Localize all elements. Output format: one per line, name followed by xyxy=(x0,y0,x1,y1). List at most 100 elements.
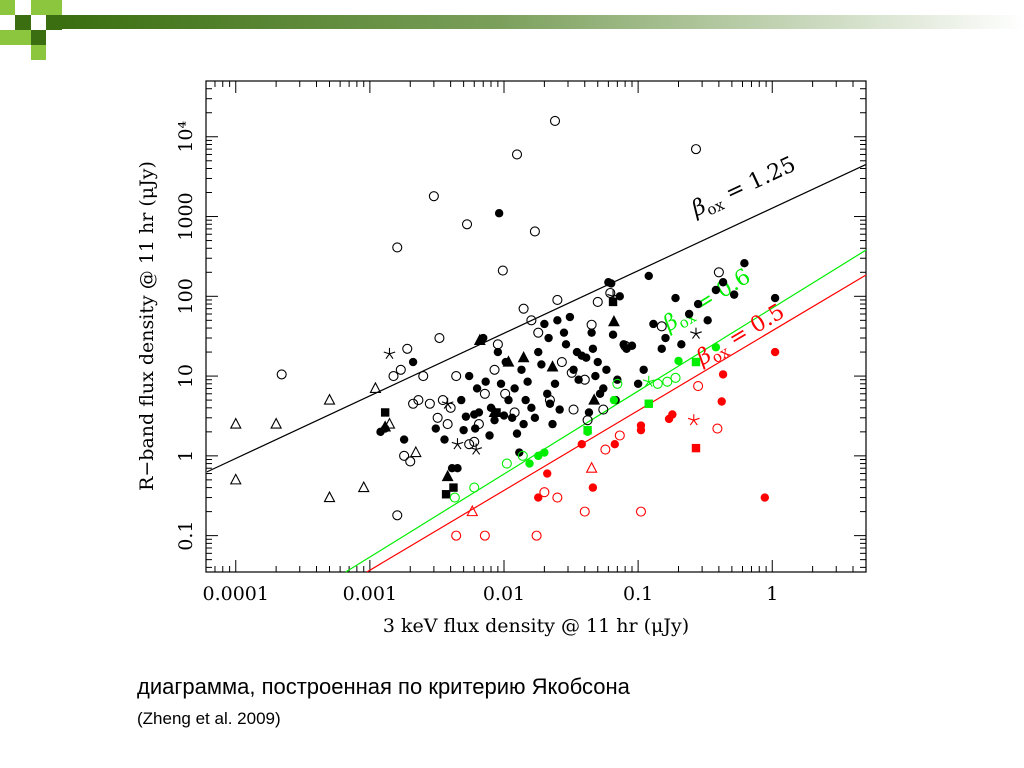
x-tick-label: 0.01 xyxy=(483,583,525,605)
data-point xyxy=(507,413,517,422)
data-point xyxy=(711,285,721,295)
y-tick-label: 0.1 xyxy=(175,521,197,551)
data-point xyxy=(461,219,473,230)
data-point xyxy=(657,344,666,353)
data-point xyxy=(383,347,396,360)
data-point xyxy=(540,448,549,457)
data-point xyxy=(598,404,609,415)
data-point xyxy=(383,417,396,429)
y-tick-label: 100 xyxy=(175,278,197,314)
data-point xyxy=(323,393,336,405)
data-point xyxy=(494,209,504,218)
data-point xyxy=(607,290,619,302)
data-point xyxy=(644,399,653,408)
data-point xyxy=(510,384,519,393)
data-point xyxy=(479,388,490,399)
data-point xyxy=(633,379,643,389)
x-tick-labels: 0.0001 0.001 0.01 0.1 1 xyxy=(203,583,779,605)
data-point xyxy=(432,412,443,423)
data-point xyxy=(523,377,532,386)
data-point xyxy=(550,379,560,389)
data-point xyxy=(591,371,600,381)
slide-header-bar xyxy=(0,0,1024,60)
data-point xyxy=(461,412,471,421)
data-point xyxy=(511,149,523,160)
data-point xyxy=(441,397,454,409)
data-point xyxy=(588,483,598,492)
data-point xyxy=(649,319,658,329)
data-point xyxy=(424,398,435,409)
data-point xyxy=(579,506,590,517)
data-point xyxy=(760,493,770,502)
data-point xyxy=(509,407,520,418)
data-point xyxy=(418,371,429,382)
data-point xyxy=(431,424,440,433)
data-point xyxy=(670,372,681,383)
data-point xyxy=(684,309,694,319)
data-point xyxy=(600,444,611,455)
data-point xyxy=(588,344,598,353)
data-point xyxy=(546,360,559,372)
data-point xyxy=(441,490,451,499)
data-point xyxy=(519,419,528,429)
data-point xyxy=(577,439,586,449)
data-point xyxy=(451,371,462,382)
data-point xyxy=(369,381,382,393)
header-gradient-band xyxy=(62,15,1024,29)
x-tick-label: 0.1 xyxy=(623,583,653,605)
data-point xyxy=(479,530,490,541)
data-point xyxy=(642,375,655,387)
data-point xyxy=(770,347,780,357)
data-point xyxy=(409,445,422,458)
beta-ox-label: βox = 1.25 xyxy=(687,152,801,225)
data-point xyxy=(635,506,647,517)
data-point xyxy=(566,367,577,378)
data-point xyxy=(661,333,670,343)
data-point xyxy=(434,332,445,344)
data-point xyxy=(693,380,704,392)
data-point xyxy=(556,356,567,368)
data-point xyxy=(549,115,561,126)
data-point xyxy=(540,319,549,329)
data-point xyxy=(451,438,464,450)
data-point xyxy=(690,144,702,155)
data-point xyxy=(413,395,424,406)
data-point xyxy=(453,464,462,473)
data-point xyxy=(674,356,683,366)
data-point xyxy=(490,415,499,425)
beta-ox-line xyxy=(206,163,867,473)
data-point xyxy=(526,315,537,326)
data-point xyxy=(668,410,677,419)
data-point xyxy=(544,395,555,406)
data-point xyxy=(470,443,483,455)
data-point xyxy=(740,259,749,268)
data-point xyxy=(693,299,703,309)
y-tick-labels: 0.1 1 10 100 1000 10⁴ xyxy=(175,120,197,550)
data-point xyxy=(402,343,413,354)
data-point xyxy=(729,290,739,299)
data-point xyxy=(644,271,653,281)
data-point xyxy=(457,395,466,405)
x-tick-label: 0.0001 xyxy=(203,583,269,605)
data-point xyxy=(713,267,724,278)
data-point xyxy=(691,357,701,367)
data-point xyxy=(552,294,563,306)
data-point xyxy=(712,423,723,434)
data-point xyxy=(472,384,482,393)
data-point xyxy=(609,395,619,405)
data-point xyxy=(544,333,553,343)
y-tick-label: 1 xyxy=(175,450,197,462)
data-point xyxy=(464,371,474,381)
data-point xyxy=(545,399,555,408)
data-point xyxy=(703,316,712,325)
data-point xyxy=(388,371,399,382)
data-point xyxy=(533,327,544,338)
data-point xyxy=(493,347,503,357)
data-point xyxy=(481,377,490,386)
data-point xyxy=(399,450,410,461)
data-point xyxy=(691,443,701,453)
data-point xyxy=(496,379,506,389)
data-point xyxy=(527,403,536,413)
data-point xyxy=(608,330,618,339)
data-point xyxy=(441,469,454,482)
